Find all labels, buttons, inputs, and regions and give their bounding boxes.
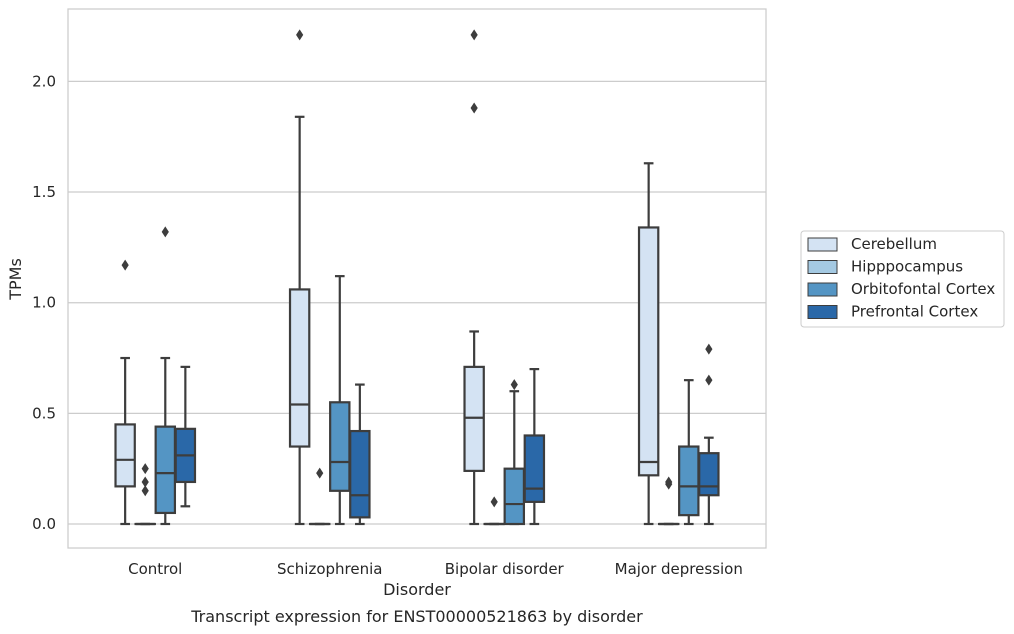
y-tick-label: 1.5 bbox=[32, 183, 56, 201]
iqr-box bbox=[114, 423, 136, 488]
box bbox=[288, 29, 311, 526]
x-tick-labels: Control Schizophrenia Bipolar disorder Majo… bbox=[128, 560, 743, 578]
x-tick-label: Bipolar disorder bbox=[445, 560, 565, 578]
box bbox=[698, 343, 720, 526]
y-tick-labels: 0.0 0.5 1.0 1.5 2.0 bbox=[32, 72, 56, 533]
y-tick-label: 0.5 bbox=[32, 404, 56, 422]
legend-frame bbox=[800, 230, 1005, 328]
iqr-box bbox=[637, 226, 660, 477]
y-tick-label: 0.0 bbox=[32, 515, 56, 533]
outlier-point bbox=[121, 259, 129, 271]
box bbox=[114, 259, 136, 526]
outlier-point bbox=[705, 343, 713, 355]
outlier-point bbox=[470, 102, 478, 114]
iqr-box bbox=[678, 445, 700, 517]
box bbox=[174, 365, 197, 508]
y-axis-title: TPMs bbox=[6, 258, 25, 301]
box bbox=[134, 463, 156, 526]
x-tick-label: Schizophrenia bbox=[277, 560, 382, 578]
box bbox=[154, 226, 177, 526]
box bbox=[463, 29, 485, 526]
series-hipppocampus bbox=[134, 463, 680, 526]
chart-caption: Transcript expression for ENST0000052186… bbox=[190, 607, 643, 626]
outlier-point bbox=[316, 467, 324, 479]
outlier-point bbox=[161, 226, 169, 238]
series-orbitofontal-cortex bbox=[154, 226, 700, 526]
x-tick-label: Control bbox=[128, 560, 182, 578]
iqr-box bbox=[463, 365, 485, 472]
outlier-point bbox=[470, 29, 478, 41]
outlier-point bbox=[141, 485, 149, 497]
box bbox=[483, 496, 505, 526]
legend: Cerebellum Hipppocampus Orbitofontal Corte… bbox=[800, 230, 1005, 328]
iqr-box bbox=[288, 288, 311, 448]
outlier-point bbox=[705, 374, 713, 386]
outlier-point bbox=[141, 463, 149, 475]
box bbox=[657, 476, 680, 526]
box bbox=[308, 467, 331, 526]
iqr-box bbox=[154, 425, 177, 515]
legend-entries: Cerebellum Hipppocampus Orbitofontal Corte… bbox=[807, 235, 995, 321]
legend-label: Cerebellum bbox=[851, 235, 937, 253]
legend-label: Orbitofontal Cortex bbox=[851, 280, 995, 298]
legend-label: Prefrontal Cortex bbox=[851, 303, 978, 321]
iqr-box bbox=[523, 434, 546, 503]
x-axis-title: Disorder bbox=[383, 580, 451, 599]
outlier-point bbox=[296, 29, 304, 41]
outlier-point bbox=[141, 476, 149, 488]
box-series bbox=[114, 29, 720, 526]
series-prefrontal-cortex bbox=[174, 343, 720, 526]
y-tick-label: 1.0 bbox=[32, 294, 56, 312]
x-tick-label: Major depression bbox=[615, 560, 743, 578]
box bbox=[503, 379, 526, 526]
legend-swatch bbox=[807, 237, 838, 252]
legend-label: Hipppocampus bbox=[851, 258, 963, 276]
series-cerebellum bbox=[114, 29, 660, 526]
box bbox=[678, 379, 700, 526]
y-tick-label: 2.0 bbox=[32, 72, 56, 90]
box bbox=[349, 383, 371, 526]
legend-swatch bbox=[807, 282, 838, 297]
plot-frame bbox=[67, 8, 767, 549]
iqr-box bbox=[503, 467, 526, 526]
outlier-point bbox=[490, 496, 498, 508]
iqr-box bbox=[329, 401, 351, 492]
outlier-point bbox=[665, 476, 673, 488]
iqr-box bbox=[349, 429, 371, 519]
box bbox=[523, 367, 546, 526]
outlier-point bbox=[510, 379, 518, 391]
legend-swatch bbox=[807, 305, 838, 319]
iqr-box bbox=[698, 452, 720, 497]
legend-swatch bbox=[807, 260, 838, 274]
box bbox=[637, 162, 660, 526]
box bbox=[329, 275, 351, 526]
